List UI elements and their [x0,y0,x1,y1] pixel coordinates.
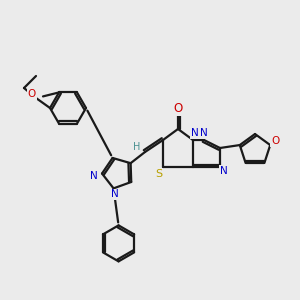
Text: O: O [271,136,279,146]
Text: N: N [111,189,119,200]
Text: N: N [90,170,98,181]
Text: H: H [133,142,141,152]
Text: N: N [191,128,199,138]
Text: N: N [200,128,208,138]
Text: O: O [28,89,36,99]
Text: N: N [220,166,228,176]
Text: O: O [173,103,183,116]
Text: S: S [155,169,163,179]
